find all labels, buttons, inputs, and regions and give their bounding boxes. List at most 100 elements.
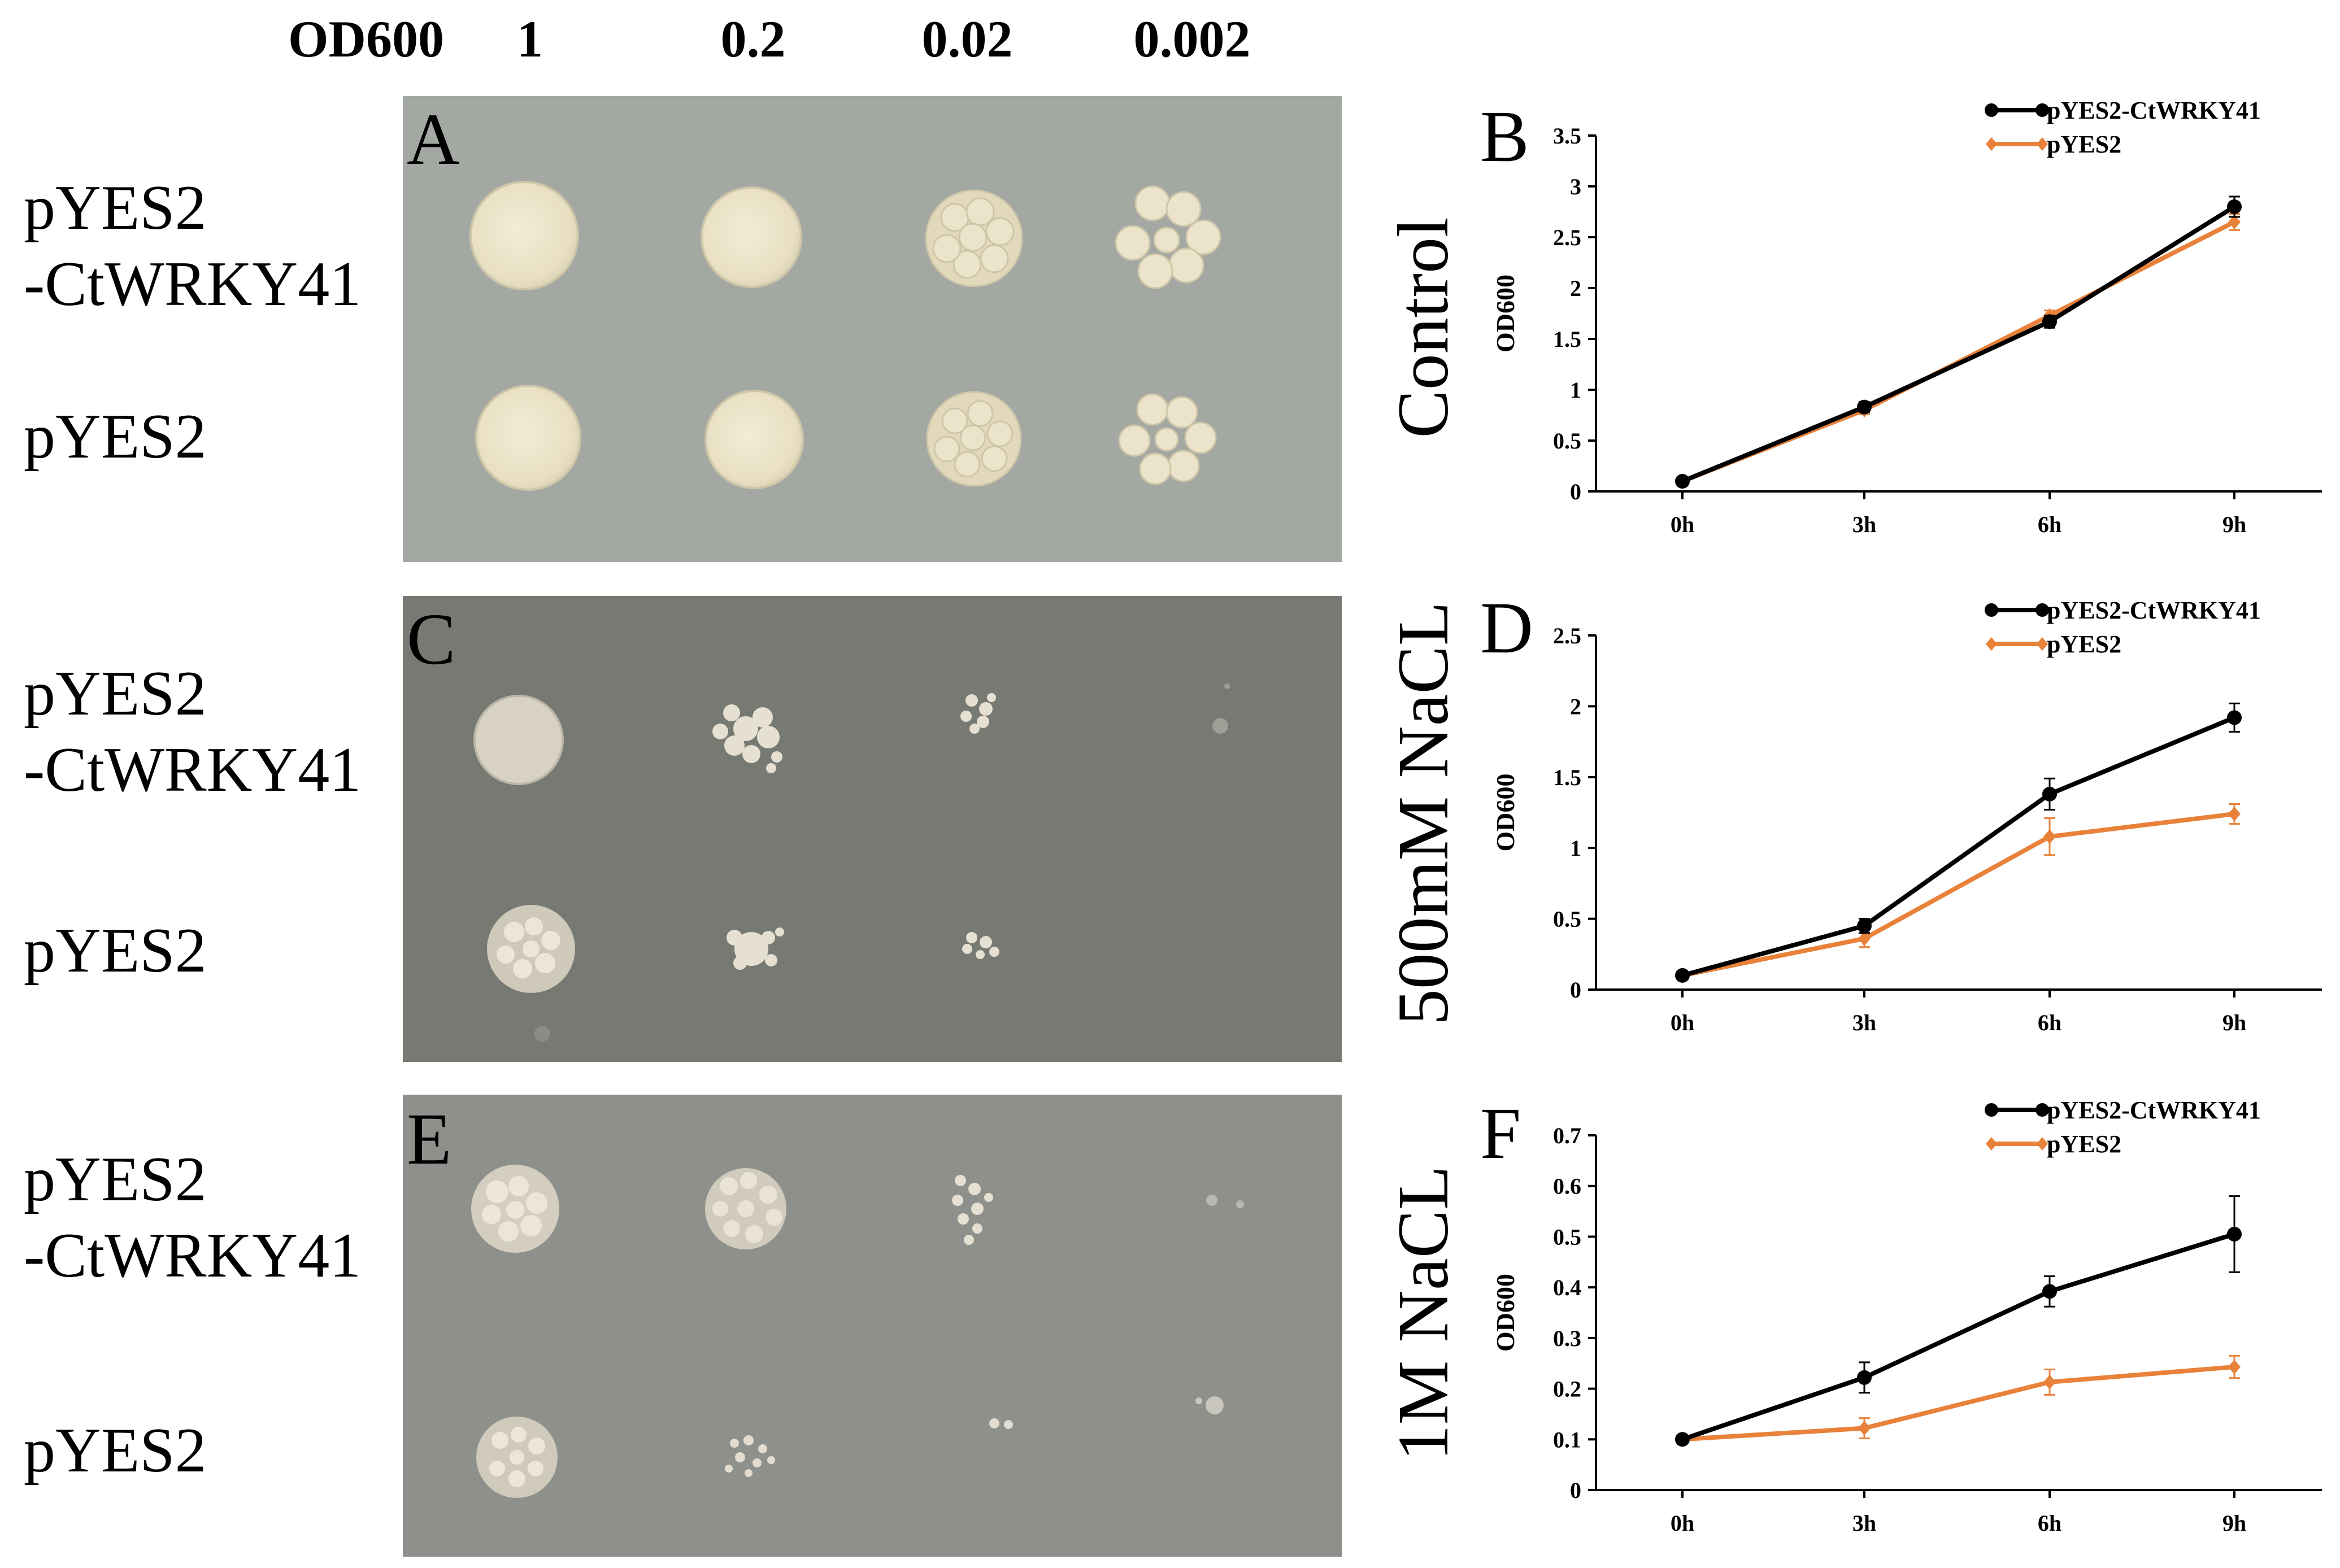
- x-tick-label: 6h: [2038, 512, 2061, 537]
- legend-label: pYES2-CtWRKY41: [2047, 97, 2261, 124]
- y-tick-label: 0.5: [1553, 428, 1581, 454]
- legend-marker: [2035, 103, 2049, 117]
- legend-label: pYES2: [2047, 630, 2121, 658]
- y-tick-label: 0.2: [1553, 1377, 1581, 1402]
- data-point: [1857, 1370, 1872, 1385]
- x-tick-label: 3h: [1852, 1510, 1876, 1536]
- yeast-spot: [962, 932, 999, 959]
- yeast-spot: [725, 1435, 775, 1477]
- legend-marker: [1985, 103, 1998, 117]
- panel-letter: A: [407, 99, 460, 180]
- panel-a: pYES2 -CtWRKY41 pYES2 A: [24, 96, 1342, 562]
- yeast-spot: [989, 1418, 1013, 1429]
- condition-label-1m-nacl: 1M NaCL: [1383, 1166, 1463, 1461]
- condition-label-control: Control: [1383, 217, 1463, 438]
- strain-label: pYES2: [24, 659, 207, 729]
- panel-letter-b: B: [1480, 96, 1529, 177]
- yeast-spot: [705, 1168, 786, 1249]
- line-chart-control: 0 0.5 1 1.5 2 2.5 3 3.5 0h 3h 6h 9h OD600 pYES2-CtWRK…: [1491, 97, 2322, 537]
- data-point: [2043, 1374, 2056, 1390]
- y-tick-label: 0: [1570, 977, 1581, 1003]
- agar-plate: [403, 1095, 1342, 1557]
- x-tick-label: 9h: [2222, 512, 2246, 537]
- data-point: [2228, 1359, 2241, 1374]
- y-tick-label: 3: [1570, 174, 1581, 199]
- y-tick-label: 0.5: [1553, 907, 1581, 932]
- yeast-spot: [925, 189, 1023, 288]
- legend-marker: [2037, 1137, 2048, 1151]
- y-tick-label: 1: [1570, 377, 1581, 403]
- dilution-label: 0.2: [721, 10, 786, 68]
- y-tick-label: 0.5: [1553, 1224, 1581, 1249]
- strain-label: -CtWRKY41: [24, 1221, 361, 1291]
- dilution-label: 0.002: [1134, 10, 1251, 68]
- series-ctwrky41-line: [1681, 204, 2236, 484]
- y-tick-label: 2: [1570, 694, 1581, 719]
- y-tick-label: 0.6: [1553, 1174, 1581, 1199]
- y-tick-label: 2.5: [1553, 225, 1581, 250]
- yeast-spot: [471, 1165, 559, 1253]
- strain-label: pYES2: [24, 173, 207, 243]
- yeast-spot: [534, 1026, 550, 1042]
- legend-marker: [2037, 637, 2048, 651]
- panel-letter-d: D: [1480, 587, 1533, 669]
- y-tick-label: 1: [1570, 835, 1581, 861]
- y-tick-label: 1.5: [1553, 765, 1581, 790]
- x-tick-label: 3h: [1852, 512, 1876, 537]
- x-tick-label: 9h: [2222, 1010, 2246, 1035]
- agar-plate: [403, 596, 1342, 1062]
- dilution-label: 1: [517, 10, 543, 68]
- legend-marker: [1986, 137, 1997, 151]
- y-tick-label: 2: [1570, 276, 1581, 301]
- od600-header-label: OD600: [288, 10, 444, 68]
- yeast-spot: [712, 704, 782, 773]
- y-tick-label: 2.5: [1553, 623, 1581, 648]
- legend-marker: [1985, 1103, 1998, 1117]
- panel-e: pYES2 -CtWRKY41 pYES2 E: [24, 1095, 1342, 1557]
- data-point: [1858, 1421, 1871, 1436]
- series-ctwrky41-line: [1681, 1232, 2235, 1442]
- yeast-spot: [1212, 683, 1230, 734]
- data-point: [1857, 399, 1872, 415]
- yeast-spot: [960, 693, 996, 734]
- strain-label: pYES2: [24, 916, 207, 986]
- strain-label: pYES2: [24, 1144, 207, 1214]
- y-axis-label: OD600: [1491, 275, 1520, 352]
- yeast-spot: [1195, 1396, 1224, 1414]
- legend-marker: [1985, 603, 1998, 617]
- strain-label: -CtWRKY41: [24, 735, 361, 805]
- x-tick-label: 0h: [1671, 1510, 1694, 1536]
- data-point: [1675, 1432, 1690, 1447]
- data-point: [2042, 1284, 2057, 1299]
- line-chart-500mm-nacl: 0 0.5 1 1.5 2 2.5 0h 3h 6h 9h OD600 pYES2-CtWRKY41 p…: [1491, 596, 2322, 1035]
- series-pyes2-line: [1682, 1365, 2235, 1442]
- data-point: [1857, 918, 1872, 934]
- data-point: [2228, 807, 2241, 822]
- x-tick-label: 6h: [2038, 1510, 2061, 1536]
- data-point: [1675, 474, 1690, 489]
- y-tick-label: 0.1: [1553, 1427, 1581, 1452]
- legend-marker: [2035, 603, 2049, 617]
- panel-letter: C: [407, 599, 456, 680]
- panel-c: pYES2 -CtWRKY41 pYES2 C: [24, 596, 1342, 1062]
- data-point: [2227, 710, 2242, 725]
- y-tick-label: 3.5: [1553, 123, 1581, 149]
- data-point: [1675, 968, 1690, 983]
- y-tick-label: 0.4: [1553, 1275, 1581, 1300]
- yeast-spot: [473, 695, 564, 785]
- panel-letter: E: [407, 1099, 451, 1180]
- panel-letter-f: F: [1480, 1093, 1521, 1174]
- legend-marker: [1986, 637, 1997, 651]
- y-tick-label: 0.3: [1553, 1326, 1581, 1351]
- yeast-spot: [701, 186, 802, 288]
- strain-label: -CtWRKY41: [24, 249, 361, 319]
- yeast-spot: [475, 385, 581, 491]
- legend-marker: [1986, 1137, 1997, 1151]
- yeast-spot: [926, 391, 1022, 487]
- x-tick-label: 6h: [2038, 1010, 2061, 1035]
- legend-marker: [2037, 137, 2048, 151]
- yeast-spot: [1206, 1195, 1244, 1208]
- yeast-spot: [469, 181, 579, 290]
- y-tick-label: 0.7: [1553, 1123, 1581, 1148]
